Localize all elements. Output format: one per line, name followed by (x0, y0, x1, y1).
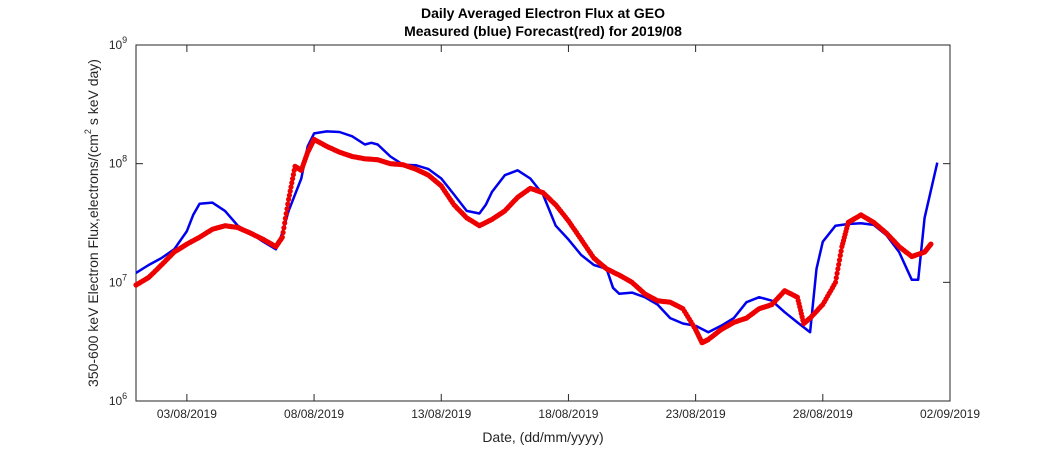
forecast-point (290, 176, 296, 182)
forecast-point (928, 241, 934, 247)
forecast-point (284, 206, 290, 212)
y-tick-label-exponent: 7 (122, 272, 127, 282)
x-axis-label: Date, (dd/mm/yyyy) (482, 429, 603, 445)
y-tick-label-exponent: 6 (122, 391, 127, 401)
y-axis-label: 350-600 keV Electron Flux,electrons/(cm2… (83, 59, 101, 387)
x-tick-label: 08/08/2019 (284, 407, 344, 421)
forecast-point (833, 275, 839, 281)
forecast-point (280, 229, 286, 236)
forecast-point (286, 192, 292, 198)
x-tick-label: 18/08/2019 (538, 407, 598, 421)
x-tick-label: 23/08/2019 (666, 407, 726, 421)
x-tick-label: 03/08/2019 (157, 407, 217, 421)
chart-title-line-1: Daily Averaged Electron Flux at GEO (421, 5, 665, 21)
forecast-point (288, 184, 294, 190)
forecast-point (838, 248, 844, 254)
y-tick-label: 106 (109, 391, 127, 408)
forecast-point (282, 220, 288, 226)
forecast-point (290, 172, 296, 178)
forecast-point (281, 225, 287, 231)
x-tick-label: 28/08/2019 (793, 407, 853, 421)
y-axis-label-main: 350-600 keV Electron Flux,electrons/(cm (85, 134, 101, 387)
forecast-point (832, 279, 839, 285)
forecast-point (837, 252, 843, 259)
forecast-point (289, 180, 295, 186)
x-axis: 03/08/2019 08/08/2019 13/08/2019 18/08/2019… (157, 45, 980, 421)
y-tick-label-base: 10 (109, 275, 123, 289)
forecast-point (836, 257, 843, 263)
y-tick-label: 107 (109, 272, 127, 289)
y-tick-label: 108 (109, 154, 127, 171)
y-tick-label-base: 10 (109, 157, 123, 171)
forecast-point (285, 201, 291, 207)
forecast-point (836, 261, 842, 268)
forecast-point (835, 266, 841, 272)
plot-area (135, 44, 951, 402)
y-tick-label-exponent: 9 (122, 35, 127, 45)
forecast-point (286, 196, 292, 202)
forecast-point (287, 188, 293, 194)
y-tick-label-exponent: 8 (122, 154, 127, 164)
x-tick-label: 02/09/2019 (920, 407, 980, 421)
y-tick-label-base: 10 (109, 394, 123, 408)
forecast-point (279, 234, 285, 240)
forecast-point (834, 270, 840, 276)
x-tick-label: 13/08/2019 (411, 407, 471, 421)
forecast-point (282, 215, 288, 221)
y-tick-label: 109 (109, 35, 127, 52)
y-tick-label-base: 10 (109, 38, 123, 52)
y-axis-label-superscript: 2 (83, 129, 93, 134)
y-axis-label-tail: s keV day) (85, 59, 101, 129)
forecast-point (283, 211, 289, 217)
chart-title-line-2: Measured (blue) Forecast(red) for 2019/0… (404, 23, 682, 39)
plot-series (133, 130, 939, 346)
